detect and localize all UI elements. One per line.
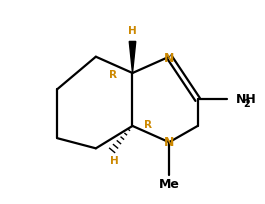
Text: N: N: [164, 135, 174, 148]
Text: R: R: [109, 70, 117, 80]
Text: Me: Me: [159, 178, 180, 191]
Text: H: H: [128, 26, 137, 36]
Text: 2: 2: [244, 99, 250, 108]
Text: H: H: [110, 155, 118, 165]
Text: NH: NH: [236, 92, 257, 105]
Text: N: N: [164, 52, 174, 65]
Text: R: R: [144, 119, 152, 129]
Polygon shape: [129, 42, 136, 74]
